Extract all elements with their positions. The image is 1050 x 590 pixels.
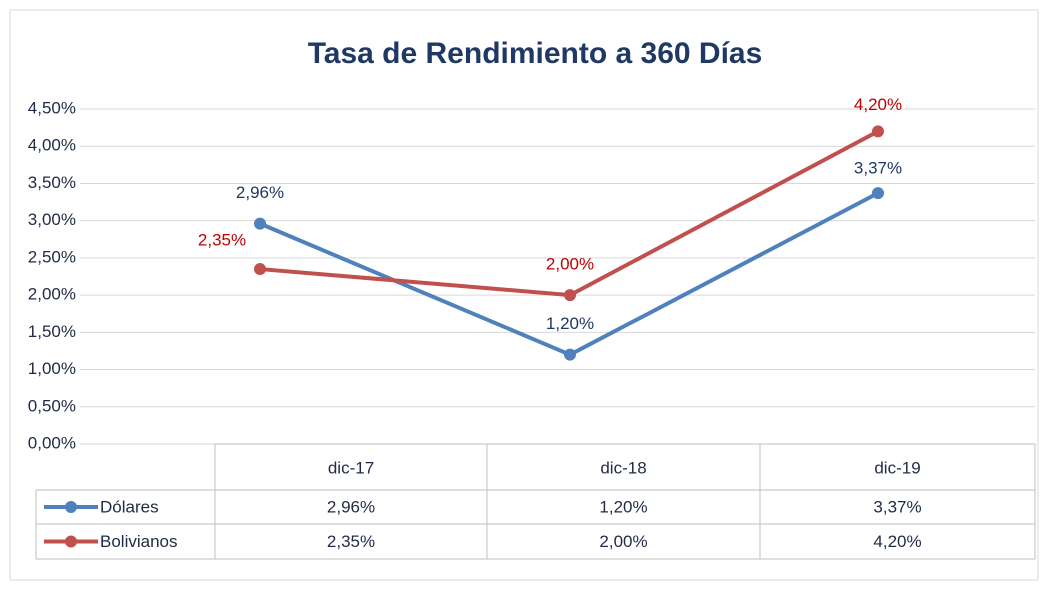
legend-label: Dólares bbox=[100, 497, 159, 516]
y-tick-label: 2,00% bbox=[28, 285, 76, 304]
y-tick-label: 2,50% bbox=[28, 247, 76, 266]
y-tick-label: 3,00% bbox=[28, 210, 76, 229]
data-label: 3,37% bbox=[854, 159, 902, 178]
y-tick-label: 1,00% bbox=[28, 359, 76, 378]
data-label: 4,20% bbox=[854, 95, 902, 114]
table-cell: 1,20% bbox=[599, 497, 647, 516]
legend-label: Bolivianos bbox=[100, 532, 178, 551]
table-cell: 2,35% bbox=[327, 532, 375, 551]
point bbox=[872, 187, 884, 200]
x-tick-label: dic-17 bbox=[328, 458, 374, 477]
y-tick-label: 0,00% bbox=[28, 433, 76, 452]
point bbox=[254, 263, 266, 276]
y-tick-label: 1,50% bbox=[28, 322, 76, 341]
data-label: 1,20% bbox=[546, 314, 594, 333]
point bbox=[564, 289, 576, 302]
data-label: 2,35% bbox=[198, 231, 246, 250]
point bbox=[564, 348, 576, 361]
table-cell: 3,37% bbox=[873, 497, 921, 516]
point bbox=[254, 217, 266, 230]
data-label: 2,00% bbox=[546, 255, 594, 274]
y-tick-label: 4,00% bbox=[28, 136, 76, 155]
table-cell: 2,00% bbox=[599, 532, 647, 551]
point bbox=[872, 125, 884, 138]
table-cell: 2,96% bbox=[327, 497, 375, 516]
table-cell: 4,20% bbox=[873, 532, 921, 551]
chart-title: Tasa de Rendimiento a 360 Días bbox=[308, 37, 763, 70]
y-tick-label: 0,50% bbox=[28, 396, 76, 415]
legend-marker bbox=[65, 535, 77, 548]
x-tick-label: dic-18 bbox=[600, 458, 646, 477]
y-tick-label: 4,50% bbox=[28, 98, 76, 117]
data-label: 2,96% bbox=[236, 183, 284, 202]
y-tick-label: 3,50% bbox=[28, 173, 76, 192]
x-tick-label: dic-19 bbox=[874, 458, 920, 477]
legend-marker bbox=[65, 501, 77, 513]
